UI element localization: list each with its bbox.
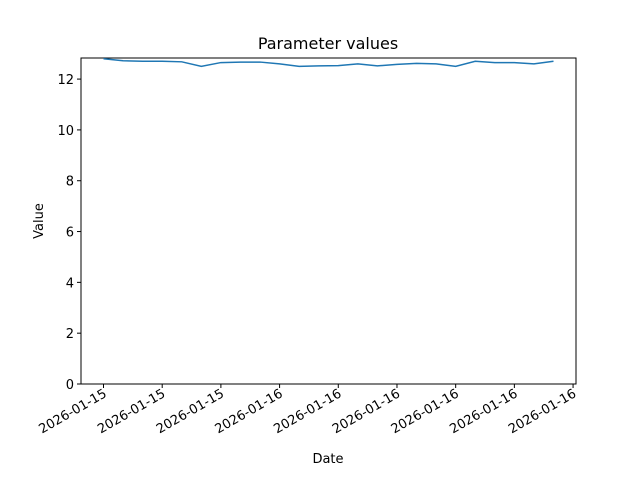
x-axis-label: Date xyxy=(312,452,343,467)
plot-frame xyxy=(80,57,577,385)
chart-title: Parameter values xyxy=(258,34,398,53)
y-tick-label: 2 xyxy=(66,327,74,342)
y-tick-label: 0 xyxy=(66,378,74,393)
y-tick-label: 4 xyxy=(66,276,74,291)
y-tick-label: 8 xyxy=(66,175,74,190)
y-tick-label: 6 xyxy=(66,226,74,241)
y-tick-label: 12 xyxy=(57,73,74,88)
y-axis-label: Value xyxy=(32,203,47,239)
data-line xyxy=(103,58,554,68)
y-tick-label: 10 xyxy=(57,124,74,139)
